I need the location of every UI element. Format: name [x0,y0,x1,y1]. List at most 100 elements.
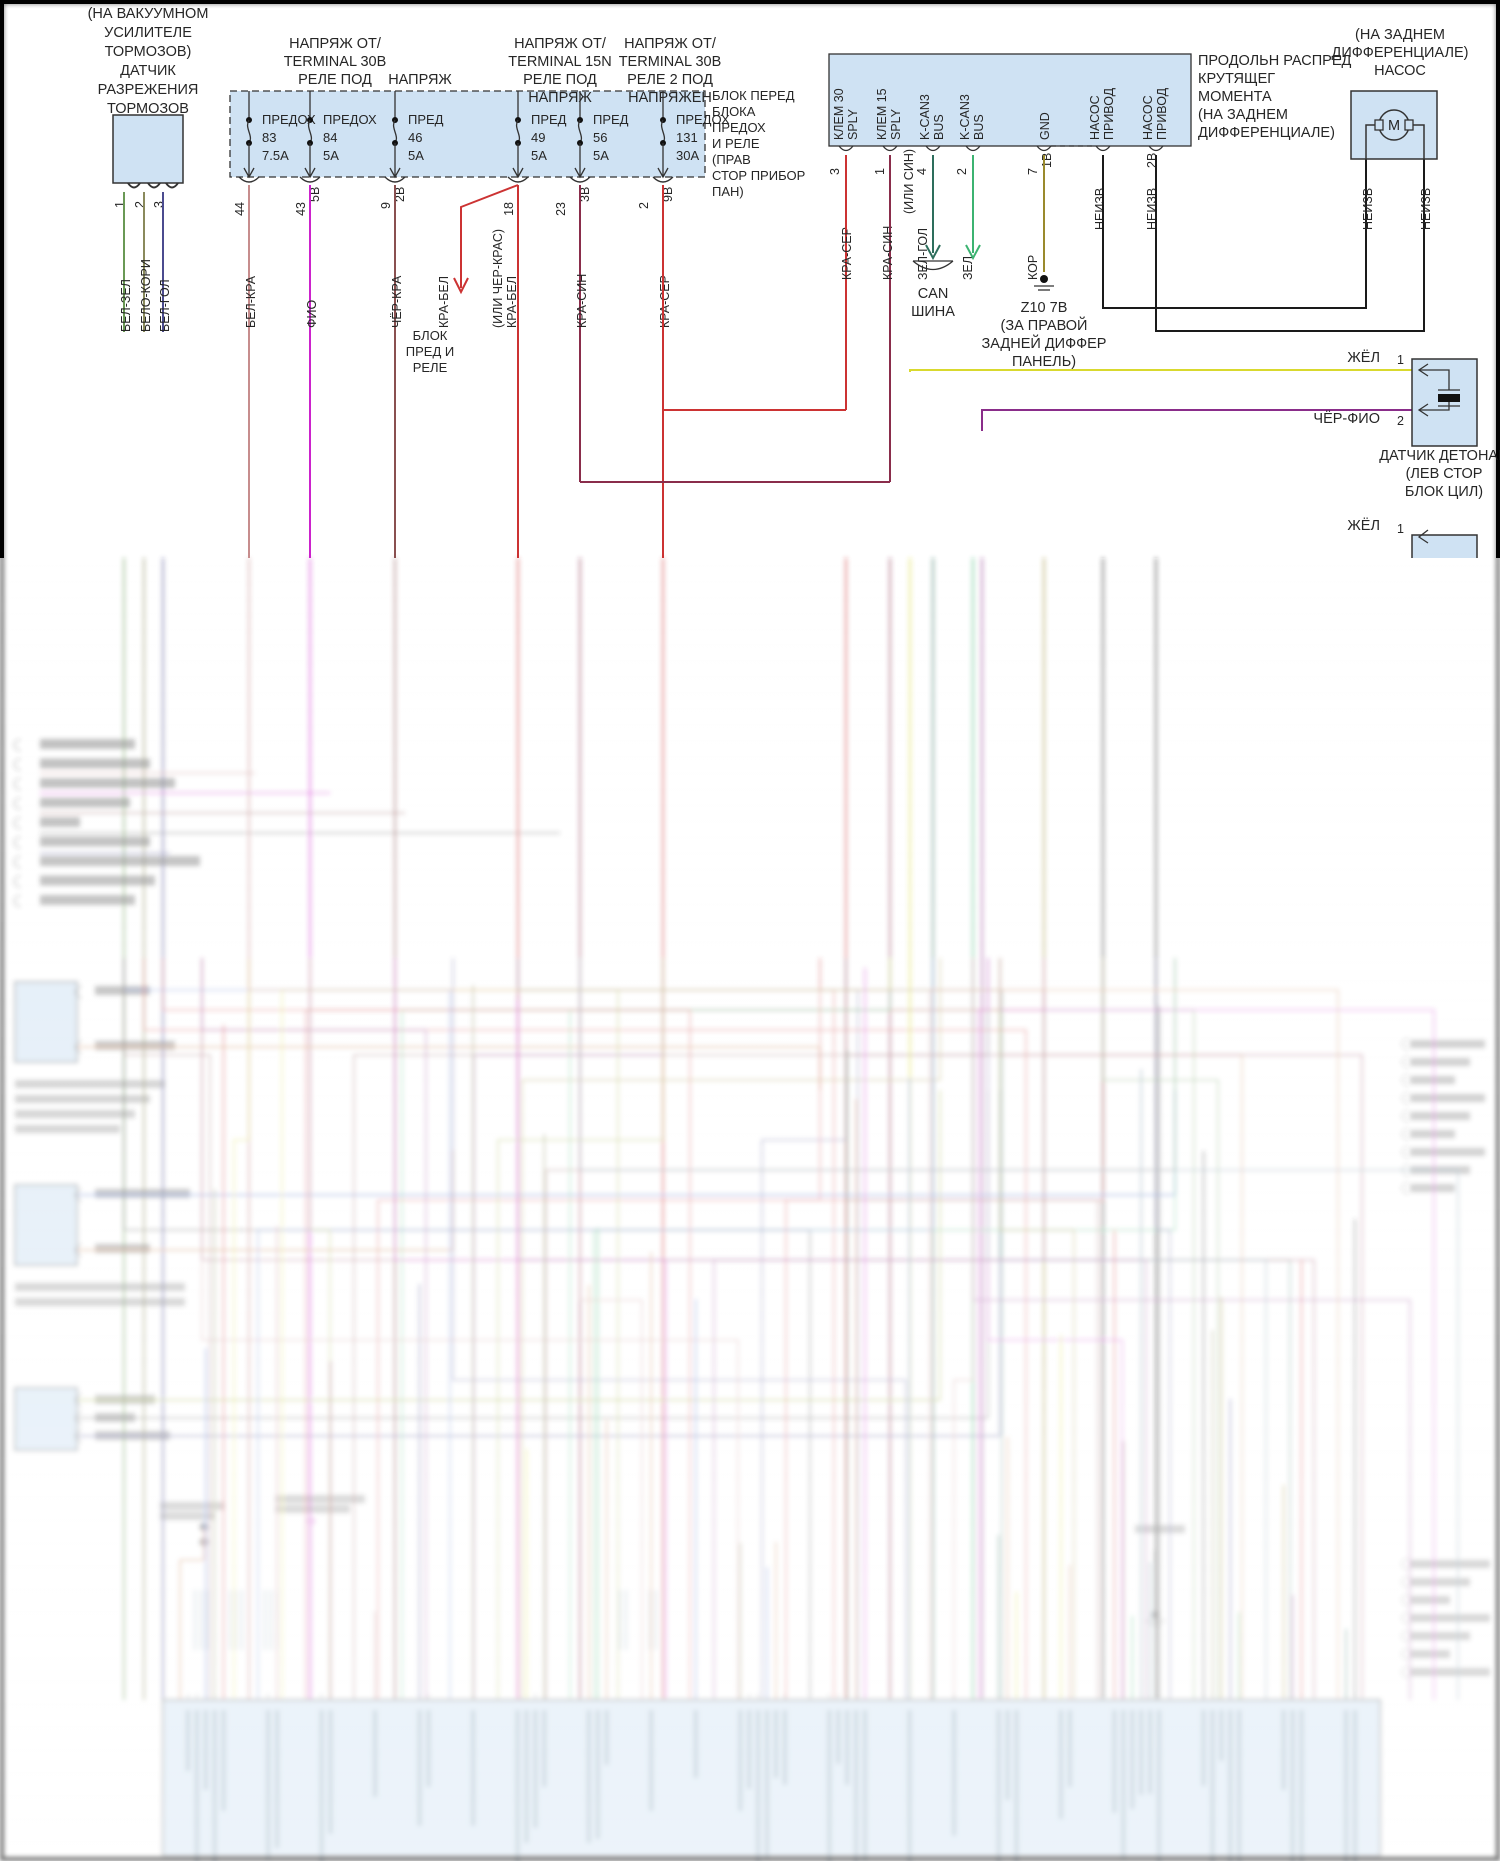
svg-text:УСИЛИТЕЛЕ: УСИЛИТЕЛЕ [104,25,192,41]
svg-text:30A: 30A [676,148,699,163]
svg-text:ПАНЕЛЬ): ПАНЕЛЬ) [1012,354,1076,370]
svg-text:ДАТЧИК: ДАТЧИК [120,63,176,79]
svg-text:ЧЁР-КРА: ЧЁР-КРА [390,275,404,328]
svg-text:SPLY: SPLY [889,108,903,140]
svg-text:GND: GND [1038,112,1052,140]
svg-text:НЕИЗВ: НЕИЗВ [1361,188,1375,230]
svg-text:НАПРЯЖ ОТ/: НАПРЯЖ ОТ/ [514,36,607,52]
svg-text:РЕЛЕ ПОД: РЕЛЕ ПОД [523,72,597,88]
svg-text:M: M [1388,118,1400,134]
svg-text:ФИО: ФИО [305,300,319,328]
svg-text:ЖЁЛ: ЖЁЛ [1347,349,1380,366]
svg-text:СТОР ПРИБОР: СТОР ПРИБОР [712,168,805,183]
svg-text:4: 4 [915,168,929,175]
svg-text:ПРЕД И: ПРЕД И [406,344,454,359]
svg-text:18: 18 [502,202,516,216]
svg-text:НАПРЯЖ: НАПРЯЖ [388,72,452,88]
svg-text:БЛОКА: БЛОКА [712,104,756,119]
svg-text:2: 2 [1397,414,1404,428]
svg-text:7.5A: 7.5A [262,148,289,163]
svg-text:1: 1 [1397,522,1404,536]
svg-text:ЧЁР-ФИО: ЧЁР-ФИО [1313,410,1380,427]
svg-text:РАЗРЕЖЕНИЯ: РАЗРЕЖЕНИЯ [98,82,199,98]
svg-text:ДИФФЕРЕНЦИАЛЕ): ДИФФЕРЕНЦИАЛЕ) [1198,125,1335,141]
svg-text:ДИФФЕРЕНЦИАЛЕ): ДИФФЕРЕНЦИАЛЕ) [1332,45,1469,61]
svg-text:5A: 5A [408,148,424,163]
svg-text:5A: 5A [593,148,609,163]
svg-text:5A: 5A [531,148,547,163]
svg-text:ЗЕЛ-ГОЛ: ЗЕЛ-ГОЛ [916,228,930,280]
svg-text:НЕИЗВ: НЕИЗВ [1093,188,1107,230]
svg-text:(НА ЗАДНЕМ: (НА ЗАДНЕМ [1198,107,1288,123]
svg-text:7: 7 [1026,168,1040,175]
svg-text:(ИЛИ ЧЕР-КРАС): (ИЛИ ЧЕР-КРАС) [491,229,505,328]
svg-text:НАПРЯЖЕН: НАПРЯЖЕН [628,90,712,106]
svg-text:131: 131 [676,130,698,145]
svg-text:CAN: CAN [918,286,949,302]
svg-text:НАСОС: НАСОС [1141,95,1155,140]
svg-text:ПРЕД: ПРЕД [593,112,629,127]
svg-text:МОМЕНТА: МОМЕНТА [1198,89,1272,105]
svg-text:56: 56 [593,130,607,145]
svg-text:2: 2 [955,168,969,175]
svg-text:БЛОК: БЛОК [413,328,448,343]
svg-text:ПРЕД: ПРЕД [531,112,567,127]
svg-text:БЕЛ-ГОЛ: БЕЛ-ГОЛ [158,279,172,332]
svg-text:КРА-СИН: КРА-СИН [881,226,895,280]
svg-text:ПРОДОЛЬН РАСПРЕД: ПРОДОЛЬН РАСПРЕД [1198,53,1351,69]
svg-text:КРА-БЕЛ: КРА-БЕЛ [437,276,451,328]
svg-text:ПРЕДОХ: ПРЕДОХ [323,112,377,127]
svg-text:(ЗА ПРАВОЙ: (ЗА ПРАВОЙ [1001,316,1088,334]
svg-text:84: 84 [323,130,337,145]
svg-text:КРУТЯЩЕГ: КРУТЯЩЕГ [1198,71,1275,87]
svg-text:1: 1 [873,168,887,175]
svg-text:ЖЁЛ: ЖЁЛ [1347,517,1380,534]
svg-text:TERMINAL 15N: TERMINAL 15N [508,54,611,70]
svg-text:TERMINAL 30B: TERMINAL 30B [284,54,387,70]
svg-text:ПРИВОД: ПРИВОД [1102,87,1116,140]
svg-text:5A: 5A [323,148,339,163]
svg-text:(ИЛИ СИН): (ИЛИ СИН) [902,149,916,214]
svg-text:23: 23 [554,202,568,216]
svg-text:BUS: BUS [972,114,986,140]
svg-text:КЛЕМ 15: КЛЕМ 15 [875,88,889,140]
svg-text:ПРЕД: ПРЕД [408,112,444,127]
svg-text:SPLY: SPLY [846,108,860,140]
svg-text:3: 3 [828,168,842,175]
svg-text:КРА-СИН: КРА-СИН [575,274,589,328]
svg-text:Z10 7В: Z10 7В [1021,300,1068,316]
svg-text:ШИНА: ШИНА [911,304,955,320]
svg-text:НАПРЯЖ ОТ/: НАПРЯЖ ОТ/ [624,36,717,52]
svg-text:ПРЕДОХ: ПРЕДОХ [712,120,766,135]
svg-text:ДАТЧИК ДЕТОНАЦ: ДАТЧИК ДЕТОНАЦ [1379,448,1500,464]
svg-text:TERMINAL 30B: TERMINAL 30B [619,54,722,70]
svg-text:1: 1 [1397,353,1404,367]
svg-text:БЛОК ЦИЛ): БЛОК ЦИЛ) [1405,484,1483,500]
svg-text:БЛОК ПЕРЕД: БЛОК ПЕРЕД [712,88,795,103]
svg-text:K-CAN3: K-CAN3 [958,94,972,140]
svg-text:БЕЛ-ЗЕЛ: БЕЛ-ЗЕЛ [119,279,133,332]
svg-text:БЕЛО-КОРИ: БЕЛО-КОРИ [139,259,153,332]
svg-text:КРА-СЕР: КРА-СЕР [840,227,854,280]
svg-text:83: 83 [262,130,276,145]
svg-text:ПРИВОД: ПРИВОД [1155,87,1169,140]
svg-text:44: 44 [233,202,247,216]
svg-text:ЗАДНЕЙ ДИФФЕР: ЗАДНЕЙ ДИФФЕР [982,334,1107,352]
svg-text:(ЛЕВ СТОР: (ЛЕВ СТОР [1406,466,1483,482]
svg-text:НЕИЗВ: НЕИЗВ [1419,188,1433,230]
svg-text:И РЕЛЕ: И РЕЛЕ [712,136,760,151]
svg-text:РЕЛЕ 2 ПОД: РЕЛЕ 2 ПОД [627,72,713,88]
svg-text:БЕЛ-КРА: БЕЛ-КРА [244,275,258,328]
svg-text:K-CAN3: K-CAN3 [918,94,932,140]
svg-text:РЕЛЕ: РЕЛЕ [413,360,448,375]
svg-text:КРА-СЕР: КРА-СЕР [658,275,672,328]
svg-text:ПАН): ПАН) [712,184,744,199]
svg-text:КРА-БЕЛ: КРА-БЕЛ [505,276,519,328]
svg-text:49: 49 [531,130,545,145]
svg-text:НАСОС: НАСОС [1088,95,1102,140]
svg-text:1В: 1В [1040,153,1054,168]
svg-text:НАПРЯЖ ОТ/: НАПРЯЖ ОТ/ [289,36,382,52]
svg-text:(НА ВАКУУМНОМ: (НА ВАКУУМНОМ [88,6,209,22]
svg-text:КОР: КОР [1026,255,1040,280]
svg-text:ТОРМОЗОВ): ТОРМОЗОВ) [105,44,192,60]
